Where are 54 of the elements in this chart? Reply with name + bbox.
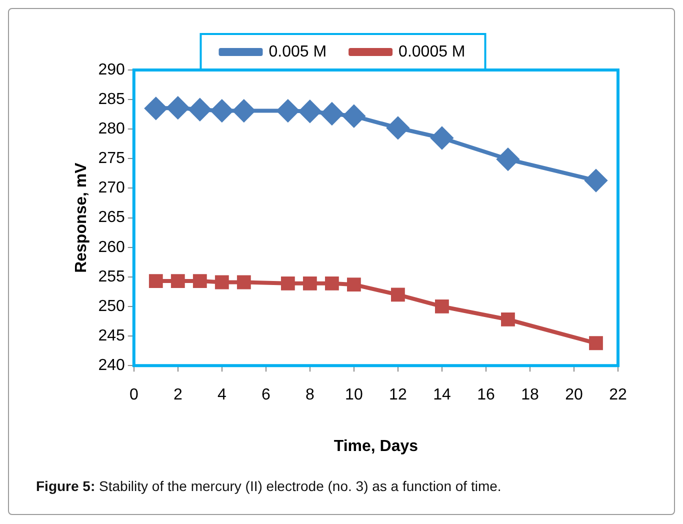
point	[192, 274, 207, 288]
x-tick-label: 10	[345, 386, 363, 404]
y-axis-title: Response, mV	[73, 162, 90, 273]
x-tick-label: 12	[389, 386, 407, 404]
x-tick-label: 6	[261, 386, 270, 404]
legend-label: 0.005 M	[268, 43, 327, 60]
point	[324, 276, 339, 290]
point	[346, 278, 361, 292]
point	[302, 276, 317, 290]
point	[210, 100, 233, 122]
x-tick-label: 18	[521, 386, 539, 404]
point	[386, 116, 409, 139]
y-tick-label: 280	[98, 120, 125, 138]
y-tick-label: 270	[98, 180, 125, 197]
y-tick-label: 255	[98, 268, 125, 286]
point	[280, 276, 295, 290]
point	[276, 100, 299, 122]
y-tick-label: 240	[98, 357, 125, 374]
point	[232, 100, 255, 122]
x-tick-label: 0	[129, 386, 138, 404]
point	[214, 275, 229, 290]
caption: Figure 5: Stability of the mercury (II) electrode (no. 3) as a function of time.	[36, 478, 502, 494]
y-tick-label: 265	[98, 209, 125, 226]
y-tick-label: 260	[98, 238, 125, 256]
y-tick-label: 245	[98, 327, 125, 344]
y-tick-label: 290	[98, 61, 125, 78]
y-tick-label: 275	[98, 150, 125, 168]
x-tick-label: 2	[173, 386, 182, 404]
point	[496, 148, 519, 170]
point	[170, 274, 185, 288]
x-tick-label: 16	[477, 386, 495, 404]
x-tick-label: 14	[433, 386, 451, 404]
x-tick-label: 22	[609, 386, 627, 404]
point	[391, 288, 405, 302]
x-axis-title: Time, Days	[334, 438, 418, 455]
x-tick-label: 20	[565, 386, 583, 404]
point	[584, 170, 607, 192]
point	[144, 97, 167, 120]
x-tick-label: 8	[305, 386, 314, 404]
point	[236, 275, 251, 290]
legend-label: 0.0005 M	[398, 43, 466, 60]
x-tick-label: 4	[217, 386, 226, 404]
y-tick-label: 285	[98, 90, 125, 108]
point	[589, 336, 603, 350]
point	[188, 98, 211, 121]
point	[435, 300, 449, 314]
point	[342, 105, 365, 128]
y-tick-label: 250	[98, 298, 125, 315]
point	[298, 100, 321, 122]
point	[501, 312, 515, 326]
point	[430, 126, 453, 149]
point	[166, 96, 189, 119]
point	[320, 102, 343, 125]
point	[148, 274, 163, 288]
